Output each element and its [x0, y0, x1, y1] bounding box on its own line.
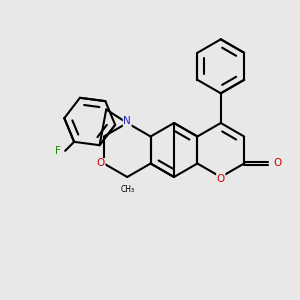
Text: O: O — [217, 173, 225, 184]
Text: N: N — [123, 116, 131, 127]
Text: F: F — [55, 146, 61, 156]
Text: O: O — [97, 158, 105, 169]
Text: CH₃: CH₃ — [120, 184, 134, 194]
Text: O: O — [274, 158, 282, 169]
